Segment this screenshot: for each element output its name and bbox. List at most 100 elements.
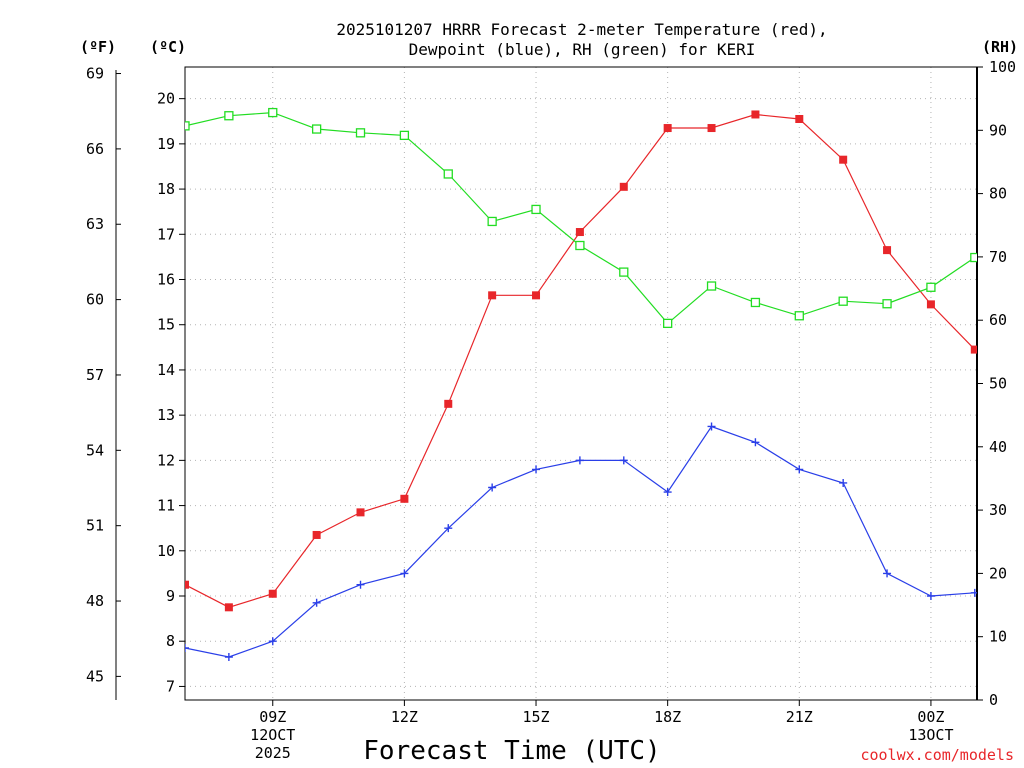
time-tick-label: 18Z <box>654 708 681 726</box>
rh-point <box>663 318 673 329</box>
dewpoint-point <box>970 588 977 597</box>
fahrenheit-tick-label: 45 <box>86 667 104 685</box>
rh-axis: 0 10 20 30 40 50 60 70 80 90 100 <box>977 58 1016 709</box>
title: 2025101207 HRRR Forecast 2-meter Tempera… <box>336 20 827 59</box>
celsius-tick-label: 12 <box>157 451 175 469</box>
2-meter-temperature-point <box>883 246 892 255</box>
2-meter-temperature-point <box>619 182 628 191</box>
2-meter-temperature-point <box>707 124 716 133</box>
fahrenheit-tick-label: 54 <box>86 441 104 459</box>
2-meter-temperature-point <box>400 494 409 503</box>
celsius-tick-label: 14 <box>157 361 175 379</box>
2-meter-temperature-point <box>488 291 497 300</box>
celsius-unit-label: (ºC) <box>150 38 186 56</box>
2-meter-temperature-line <box>185 113 976 608</box>
2-meter-temperature-point <box>970 345 977 354</box>
x-axis-title: Forecast Time (UTC) <box>363 736 660 766</box>
fahrenheit-tick-label: 48 <box>86 592 104 610</box>
title-line-2: Dewpoint (blue), RH (green) for KERI <box>409 40 756 59</box>
time-tick-label: 12OCT <box>250 726 295 744</box>
rh-tick-label: 30 <box>989 501 1007 519</box>
dewpoint-point <box>224 653 233 662</box>
dewpoint-point <box>400 569 409 578</box>
rh-unit-label: (RH) <box>982 38 1018 56</box>
rh-tick-label: 90 <box>989 121 1007 139</box>
plot-frame <box>184 66 978 701</box>
fahrenheit-tick-label: 66 <box>86 140 104 158</box>
time-tick-label: 21Z <box>786 708 813 726</box>
dewpoint-point <box>268 637 277 646</box>
2-meter-temperature-point <box>532 291 541 300</box>
rh-tick-label: 100 <box>989 58 1016 76</box>
dewpoint-point <box>619 456 628 465</box>
rh-line <box>185 111 976 325</box>
rh-point <box>224 111 234 121</box>
celsius-tick-label: 11 <box>157 497 175 515</box>
dewpoint-point <box>575 456 584 465</box>
2-meter-temperature-point <box>268 589 277 598</box>
dewpoint-point <box>707 422 716 431</box>
2-meter-temperature-point <box>926 300 935 309</box>
2-meter-temperature-point <box>185 580 189 589</box>
fahrenheit-axis: 45 48 51 54 57 60 63 66 69 <box>86 65 121 685</box>
time-tick-label: 12Z <box>391 708 418 726</box>
rh-point <box>311 124 322 134</box>
rh-point <box>268 107 278 118</box>
fahrenheit-tick-label: 69 <box>86 65 104 83</box>
dewpoint-point <box>663 488 672 497</box>
rh-point <box>794 311 804 321</box>
rh-point <box>399 130 410 141</box>
celsius-axis: 7 8 9 10 11 12 13 14 15 16 17 18 19 20 <box>157 90 185 695</box>
2-meter-temperature-point <box>795 114 804 123</box>
fahrenheit-unit-label: (ºF) <box>80 38 116 56</box>
time-tick-label: 2025 <box>255 744 291 762</box>
dewpoint-point <box>839 478 848 487</box>
2-meter-temperature-point <box>663 124 672 133</box>
fahrenheit-tick-label: 60 <box>86 291 104 309</box>
gridlines <box>185 67 977 700</box>
fahrenheit-tick-label: 51 <box>86 517 104 535</box>
celsius-tick-label: 19 <box>157 135 175 153</box>
rh-tick-label: 70 <box>989 248 1007 266</box>
dewpoint-point <box>444 524 453 533</box>
time-tick-label: 00Z <box>917 708 944 726</box>
fahrenheit-tick-label: 63 <box>86 215 104 233</box>
dewpoint-point <box>751 438 760 447</box>
rh-tick-label: 0 <box>989 691 998 709</box>
fahrenheit-tick-label: 57 <box>86 366 104 384</box>
dewpoint-point <box>488 483 497 492</box>
time-tick-label: 09Z <box>259 708 286 726</box>
dewpoint-series <box>185 422 977 662</box>
celsius-tick-label: 10 <box>157 542 175 560</box>
time-tick-label: 13OCT <box>908 726 953 744</box>
credit-text: coolwx.com/models <box>860 746 1014 764</box>
celsius-tick-label: 16 <box>157 271 175 289</box>
dewpoint-point <box>883 569 892 578</box>
rh-point <box>487 216 497 227</box>
data-series <box>185 107 977 662</box>
dewpoint-point <box>312 598 321 607</box>
rh-point <box>355 128 366 138</box>
2-meter-temperature-point <box>839 155 848 164</box>
rh-point <box>443 169 453 179</box>
dewpoint-point <box>185 644 189 653</box>
rh-point <box>706 281 717 291</box>
rh-point <box>926 282 936 292</box>
celsius-tick-label: 20 <box>157 90 175 108</box>
rh-point <box>750 297 761 308</box>
rh-point <box>970 252 977 263</box>
2-meter-temperature-point <box>224 603 233 612</box>
rh-tick-label: 10 <box>989 628 1007 646</box>
time-tick-label: 15Z <box>522 708 549 726</box>
2-meter-temperature-point <box>751 110 760 119</box>
title-line-1: 2025101207 HRRR Forecast 2-meter Tempera… <box>336 20 827 39</box>
2-meter-temperature-point <box>312 530 321 539</box>
2-meter-temperature-point <box>444 399 453 408</box>
rh-tick-label: 40 <box>989 438 1007 456</box>
rh-series <box>185 107 977 329</box>
rh-point <box>531 204 541 215</box>
rh-point <box>185 121 190 131</box>
rh-point <box>882 299 892 309</box>
celsius-tick-label: 13 <box>157 406 175 424</box>
